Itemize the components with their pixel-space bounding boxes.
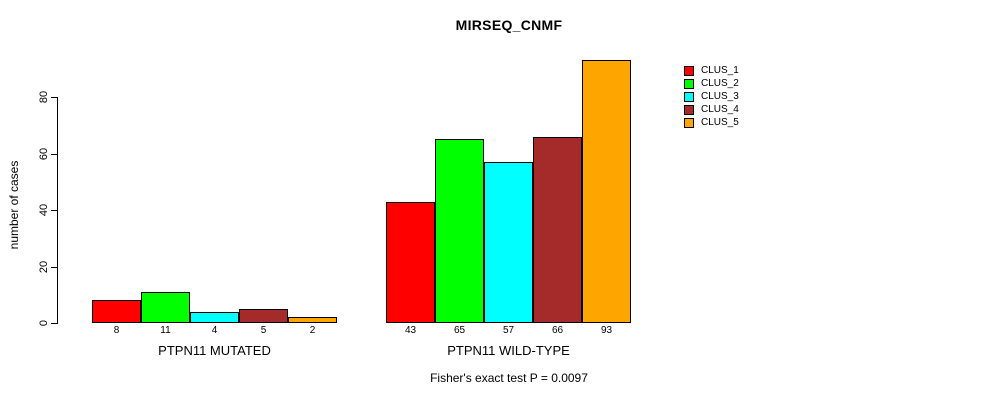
legend-item: CLUS_2 (684, 77, 739, 90)
y-axis-label: number of cases (7, 160, 21, 250)
y-axis-tick (51, 97, 57, 98)
bar (288, 317, 337, 323)
legend-item: CLUS_5 (684, 116, 739, 129)
bar (190, 311, 239, 323)
y-tick-label: 60 (38, 147, 50, 160)
bar (141, 291, 190, 323)
legend-swatch-icon (684, 117, 694, 128)
y-axis-tick (51, 266, 57, 268)
bar-value-label: 11 (160, 325, 171, 336)
legend: CLUS_1 CLUS_2 CLUS_3 CLUS_4 CLUS_5 (684, 64, 739, 129)
legend-item-label: CLUS_3 (701, 91, 739, 102)
bar (484, 161, 533, 323)
legend-item-label: CLUS_4 (701, 104, 739, 115)
legend-item: CLUS_3 (684, 90, 739, 103)
bar-value-label: 66 (551, 325, 564, 336)
bar-value-label: 5 (260, 325, 267, 336)
y-tick-label: 20 (38, 260, 50, 273)
bar (239, 308, 288, 323)
y-axis-tick (51, 153, 57, 155)
legend-swatch-icon (684, 104, 694, 115)
bar-value-label: 65 (453, 325, 466, 336)
group-axis-label: PTPN11 WILD-TYPE (447, 343, 570, 358)
group-axis-label: PTPN11 MUTATED (158, 343, 271, 358)
y-axis-line (57, 97, 58, 324)
bar-value-label: 8 (113, 325, 120, 336)
legend-item-label: CLUS_1 (701, 65, 739, 76)
legend-item-label: CLUS_2 (701, 78, 739, 89)
bar-value-label: 93 (600, 325, 613, 336)
legend-swatch-icon (684, 78, 694, 89)
bar (533, 136, 582, 323)
legend-item: CLUS_1 (684, 64, 739, 77)
y-axis-tick (51, 323, 57, 324)
y-tick-label: 40 (38, 203, 50, 217)
legend-swatch-icon (684, 65, 694, 76)
y-axis-tick (51, 210, 57, 211)
bar (435, 139, 484, 323)
annotation-text: Fisher's exact test P = 0.0097 (430, 371, 588, 385)
legend-item-label: CLUS_5 (701, 117, 739, 128)
bar (386, 201, 435, 323)
y-tick-label: 0 (38, 319, 50, 327)
y-tick-label: 80 (38, 90, 50, 104)
bar-value-label: 57 (502, 325, 515, 336)
legend-swatch-icon (684, 91, 694, 102)
legend-item: CLUS_4 (684, 103, 739, 116)
chart-title: MIRSEQ_CNMF (455, 17, 563, 33)
bar (582, 60, 631, 323)
bar-value-label: 2 (309, 325, 316, 336)
bar-value-label: 4 (211, 325, 218, 336)
bar (92, 300, 141, 323)
bar-value-label: 43 (404, 325, 417, 336)
